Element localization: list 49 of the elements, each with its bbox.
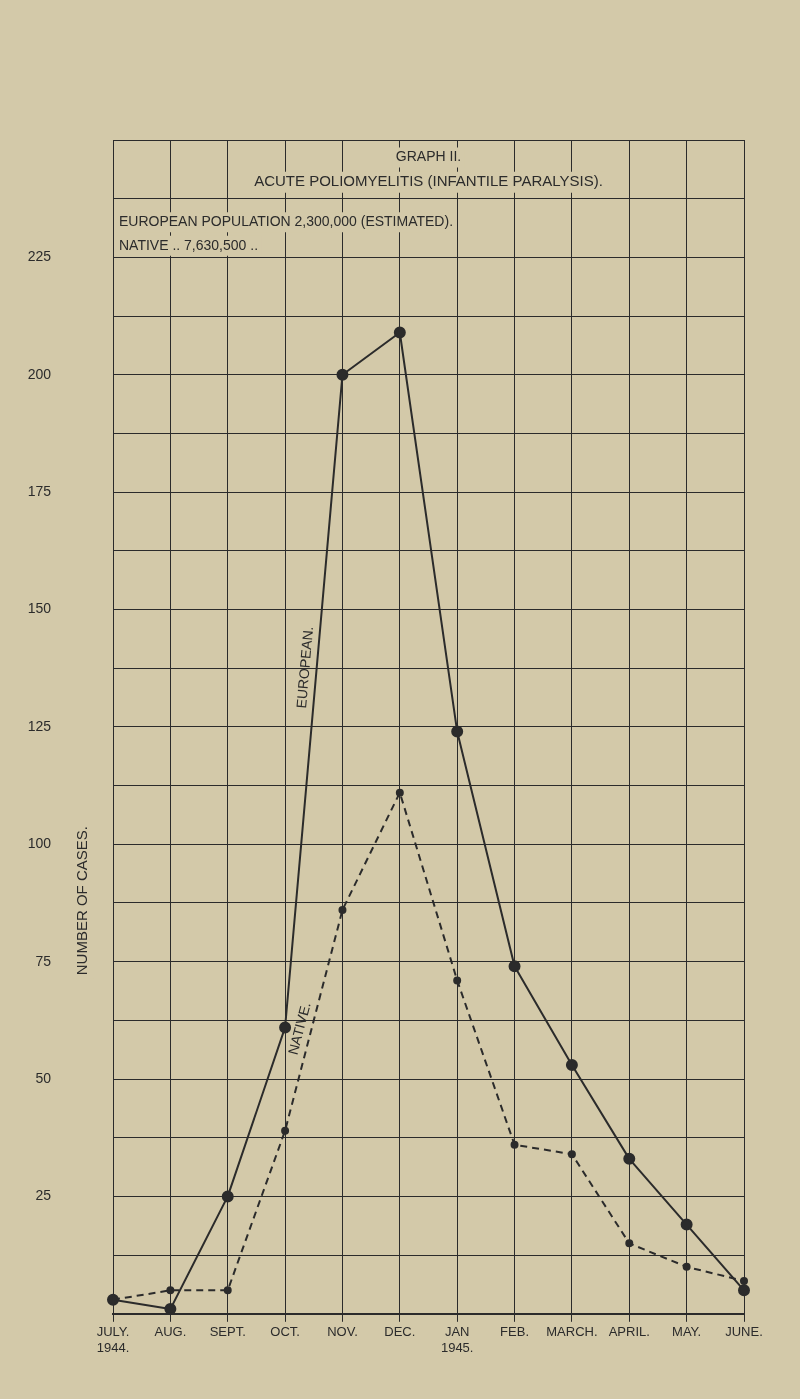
y-tick-label: 100 bbox=[27, 835, 52, 852]
y-tick-label: 75 bbox=[35, 952, 52, 969]
point bbox=[393, 326, 406, 339]
x-tick-label: FEB. bbox=[500, 1324, 529, 1340]
point bbox=[740, 1276, 748, 1285]
point bbox=[223, 1286, 232, 1295]
point bbox=[680, 1218, 693, 1231]
point bbox=[164, 1303, 177, 1314]
y-tick-label: 150 bbox=[27, 600, 52, 617]
point bbox=[338, 906, 347, 915]
x-tick-label: MAY. bbox=[672, 1324, 702, 1340]
x-tick-label: APRIL. bbox=[608, 1324, 650, 1340]
text: NATIVE. bbox=[284, 1000, 314, 1057]
point bbox=[510, 1140, 519, 1149]
annotation: EUROPEAN POPULATION 2,300,000 (ESTIMATED). bbox=[119, 213, 454, 230]
x-tick-label: JULY. 1944. bbox=[96, 1324, 130, 1355]
point bbox=[166, 1286, 175, 1295]
x-tick-label: SEPT. bbox=[209, 1324, 246, 1340]
point bbox=[682, 1262, 691, 1271]
x-tick-label: OCT. bbox=[270, 1324, 300, 1340]
y-axis-title: NUMBER OF CASES. bbox=[73, 826, 91, 976]
x-tick-label: DEC. bbox=[384, 1324, 416, 1340]
point bbox=[738, 1284, 750, 1297]
x-tick-label: JUNE. bbox=[725, 1324, 763, 1340]
point bbox=[336, 368, 349, 381]
annotation: NATIVE .. 7,630,500 .. bbox=[119, 236, 259, 253]
x-tick-label: JAN 1945. bbox=[440, 1324, 474, 1355]
y-tick-label: 125 bbox=[27, 717, 52, 734]
point bbox=[565, 1058, 578, 1071]
x-tick-label: MARCH. bbox=[546, 1324, 598, 1340]
text: ACUTE POLIOMYELITIS (INFANTILE PARALYSIS). bbox=[254, 172, 603, 190]
point bbox=[567, 1150, 576, 1159]
y-tick-label: 200 bbox=[27, 365, 52, 382]
point bbox=[625, 1239, 634, 1248]
point bbox=[395, 788, 404, 797]
text: EUROPEAN. bbox=[292, 625, 317, 710]
y-tick-label: 25 bbox=[35, 1187, 52, 1204]
point bbox=[508, 960, 521, 973]
point bbox=[221, 1190, 234, 1203]
point bbox=[623, 1152, 636, 1165]
point bbox=[453, 976, 462, 985]
y-tick-label: 225 bbox=[27, 248, 52, 265]
y-tick-label: 175 bbox=[27, 483, 52, 499]
x-tick-label: AUG. bbox=[154, 1324, 187, 1340]
y-tick-label: 50 bbox=[35, 1069, 52, 1086]
text: GRAPH II. bbox=[395, 148, 462, 165]
point bbox=[281, 1126, 290, 1135]
x-tick-label: NOV. bbox=[327, 1324, 358, 1340]
point bbox=[451, 725, 464, 738]
